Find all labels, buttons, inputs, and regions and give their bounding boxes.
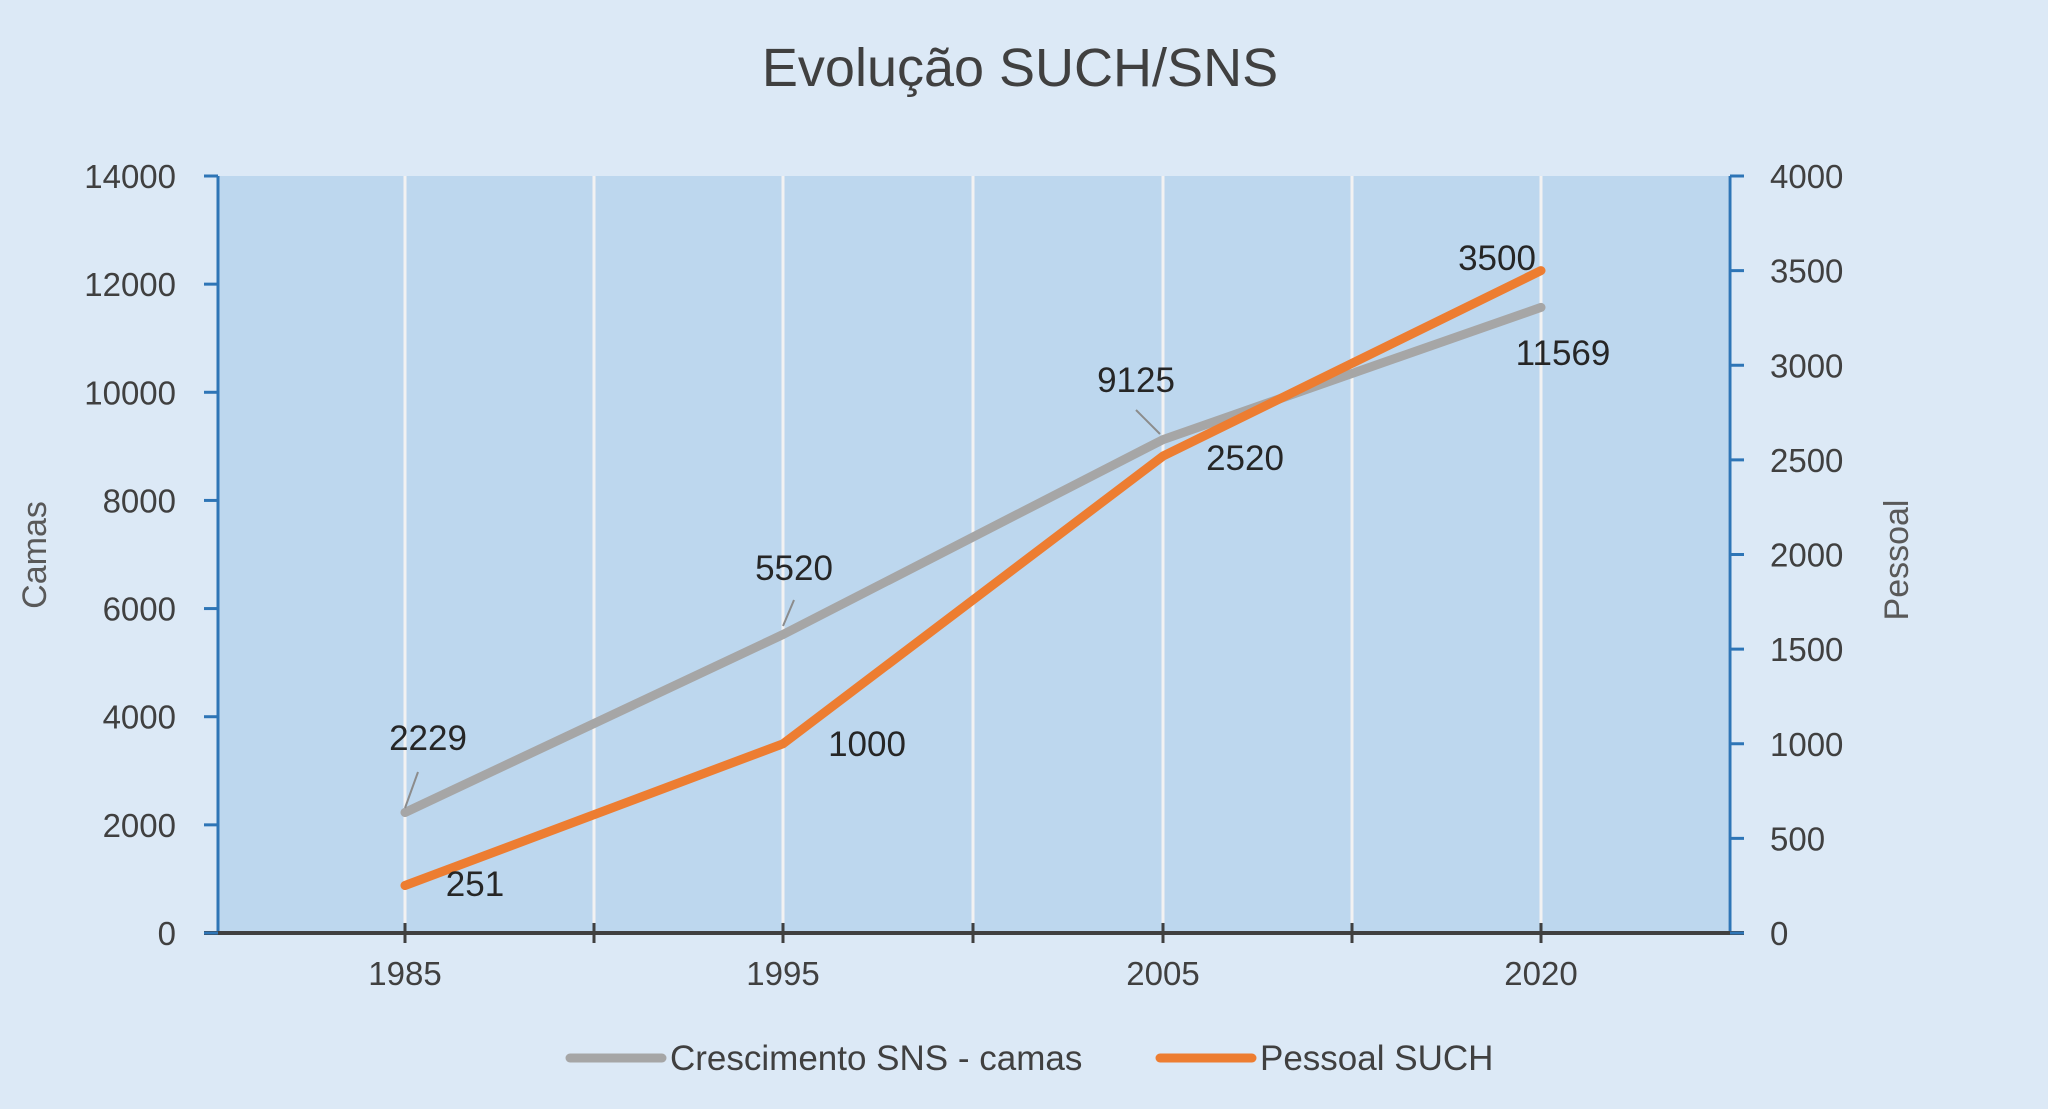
data-point (1161, 454, 1165, 459)
data-point (403, 810, 407, 815)
data-label-camas: 11569 (1516, 334, 1611, 373)
x-tick-label: 2005 (1126, 955, 1199, 992)
y-right-tick-label: 3500 (1770, 253, 1843, 290)
data-label-pessoal: 3500 (1458, 239, 1536, 278)
y-left-tick-label: 12000 (84, 266, 176, 303)
data-labels: 2229 5520 9125 11569 251 1000 2520 3500 (389, 239, 1610, 904)
data-point (403, 883, 407, 888)
data-label-pessoal: 1000 (828, 725, 906, 764)
legend: Crescimento SNS - camas Pessoal SUCH (565, 1039, 1493, 1078)
data-label-camas: 9125 (1097, 361, 1175, 400)
y-right-tick-label: 2000 (1770, 537, 1843, 574)
legend-label: Crescimento SNS - camas (670, 1039, 1082, 1078)
x-tick-label: 1995 (746, 955, 819, 992)
data-point (1161, 437, 1165, 442)
y-axis-right-title: Pessoal (1878, 500, 1916, 621)
leader-line (782, 599, 795, 627)
data-label-camas: 2229 (389, 719, 467, 758)
gridlines (403, 176, 1543, 933)
y-left-tick-label: 14000 (84, 158, 176, 195)
leader-line (1135, 409, 1161, 435)
y-left-tick-label: 0 (158, 915, 176, 952)
legend-label: Pessoal SUCH (1260, 1039, 1493, 1078)
y-right-tick-label: 3000 (1770, 347, 1843, 384)
chart-title: Evolução SUCH/SNS (762, 38, 1278, 98)
data-point (781, 632, 785, 637)
series-line (400, 266, 1546, 890)
axes: 0 2000 4000 6000 8000 10000 12000 14000 0 500 1000… (84, 158, 1843, 992)
y-right-tick-label: 500 (1770, 820, 1825, 857)
x-tick-label: 2020 (1504, 955, 1577, 992)
data-label-pessoal: 251 (446, 865, 504, 904)
y-left-tick-label: 6000 (103, 591, 176, 628)
data-point (1539, 268, 1543, 273)
data-label-camas: 5520 (755, 549, 833, 588)
y-right-tick-label: 4000 (1770, 158, 1843, 195)
series (400, 266, 1546, 890)
y-right-tick-label: 2500 (1770, 442, 1843, 479)
y-left-tick-label: 2000 (103, 807, 176, 844)
x-tick-label: 1985 (368, 955, 441, 992)
y-axis-left-title: Camas (16, 501, 54, 609)
y-left-tick-label: 8000 (103, 482, 176, 519)
y-right-tick-label: 1500 (1770, 631, 1843, 668)
data-label-pessoal: 2520 (1206, 439, 1284, 478)
y-left-tick-label: 10000 (84, 374, 176, 411)
data-point (1539, 305, 1543, 310)
leader-line (404, 771, 419, 809)
y-right-tick-label: 1000 (1770, 726, 1843, 763)
data-point (781, 741, 785, 746)
y-left-tick-label: 4000 (103, 699, 176, 736)
series-line (400, 302, 1546, 817)
y-right-tick-label: 0 (1770, 915, 1788, 952)
